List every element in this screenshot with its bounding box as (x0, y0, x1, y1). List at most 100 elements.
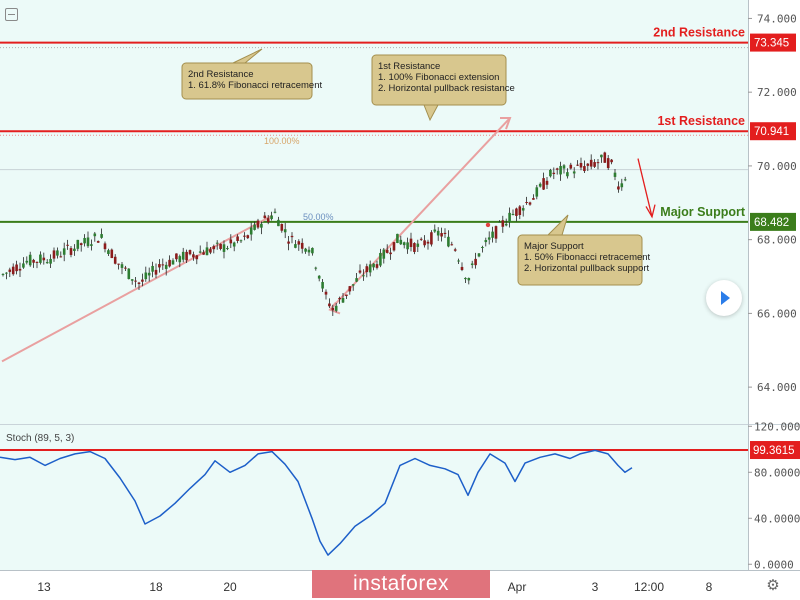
stoch-reference-tag (750, 441, 800, 460)
candle-body (351, 284, 355, 286)
candle-body (103, 243, 107, 250)
candle-body (243, 235, 246, 237)
candle-body (18, 268, 22, 271)
candle-body (562, 165, 566, 169)
candle-body (134, 280, 137, 282)
candle-body (416, 243, 420, 247)
candle-body (498, 221, 501, 223)
candle-body (433, 229, 437, 232)
stoch-tick-label: 0.0000 (754, 558, 794, 571)
candle-body (79, 243, 83, 246)
time-tick-label: 3 (592, 580, 599, 594)
candle-body (283, 229, 287, 233)
candle-body (382, 249, 386, 259)
candle-body (447, 236, 450, 247)
price-tick-label: 72.000 (757, 86, 797, 99)
candles-group (1, 151, 627, 316)
candle-body (484, 240, 488, 243)
candle-body (511, 213, 515, 215)
settings-gear-icon[interactable]: ⚙ (766, 576, 780, 594)
candle-body (66, 244, 69, 246)
level-label-r1: 1st Resistance (657, 114, 745, 128)
candle-body (229, 239, 233, 244)
candle-body (300, 242, 304, 249)
candle-body (379, 252, 382, 266)
candle-body (161, 264, 165, 266)
candle-body (317, 275, 321, 279)
candle-body (549, 169, 552, 177)
time-tick-label: Apr (508, 580, 527, 594)
candle-body (260, 223, 263, 228)
candle-body (90, 244, 93, 246)
candle-body (487, 237, 491, 240)
watermark-text: instaforex (352, 572, 450, 595)
note-line-n_r1: 1st Resistance (378, 61, 440, 72)
candle-body (481, 246, 484, 248)
candle-body (515, 208, 518, 216)
candle-body (589, 159, 593, 167)
candle-body (56, 250, 59, 256)
price-tag-text-r1: 70.941 (754, 126, 789, 138)
candle-body (226, 248, 229, 250)
note-line-n_s1: 1. 50% Fibonacci retracement (524, 252, 651, 263)
candle-body (613, 172, 617, 177)
candle-body (83, 237, 86, 244)
price-tick-label: 68.000 (757, 234, 797, 247)
candle-body (307, 249, 311, 253)
candle-body (59, 256, 63, 258)
collapse-icon[interactable] (5, 8, 18, 21)
forecast-arrow-head (645, 204, 656, 219)
candle-body (579, 162, 583, 168)
candle-body (39, 254, 42, 263)
candle-body (28, 254, 32, 266)
candle-body (467, 278, 471, 281)
candle-body (154, 269, 158, 275)
scroll-to-realtime-button[interactable] (706, 280, 742, 316)
note-line-n_r2: 2nd Resistance (188, 69, 253, 80)
candle-body (253, 224, 256, 230)
candle-body (321, 282, 324, 289)
candle-body (542, 178, 545, 190)
candle-body (338, 297, 341, 300)
candle-body (144, 272, 148, 280)
candle-body (572, 171, 576, 174)
candle-body (365, 266, 369, 273)
trendline-arrowhead (500, 116, 512, 130)
candle-body (175, 253, 178, 260)
candle-body (205, 247, 209, 256)
note-line-n_s1: Major Support (524, 241, 584, 252)
candle-body (606, 158, 610, 169)
price-tick-label: 64.000 (757, 381, 797, 394)
candle-body (569, 164, 573, 169)
candle-body (178, 256, 182, 263)
candle-body (600, 154, 603, 158)
candle-body (22, 263, 25, 268)
time-tick-label: 18 (149, 580, 163, 594)
candle-body (436, 230, 440, 236)
candle-body (443, 232, 447, 235)
note-line-n_r2: 1. 61.8% Fibonacci retracement (188, 80, 322, 91)
stoch-tick-label: 80.0000 (754, 466, 800, 479)
candle-body (141, 279, 144, 282)
note-box-n_r1 (371, 54, 507, 106)
candle-body (362, 275, 365, 277)
candle-body (45, 262, 49, 264)
candle-body (620, 183, 624, 188)
trendline-up-1 (1, 214, 273, 363)
candle-body (423, 240, 426, 246)
candle-body (457, 260, 460, 262)
candle-body (525, 201, 528, 203)
note-box-n_s1 (517, 234, 643, 286)
candle-body (49, 258, 52, 264)
candle-body (413, 243, 416, 252)
candle-body (11, 266, 15, 275)
candle-body (583, 166, 586, 172)
candle-body (311, 247, 314, 254)
trendline-up-2 (329, 117, 511, 311)
candle-body (62, 248, 66, 255)
candle-body (535, 187, 539, 197)
price-tick-label: 66.000 (757, 307, 797, 320)
note-line-n_s1: 2. Horizontal pullback support (524, 263, 650, 274)
candle-body (294, 244, 297, 248)
candle-body (586, 163, 590, 166)
